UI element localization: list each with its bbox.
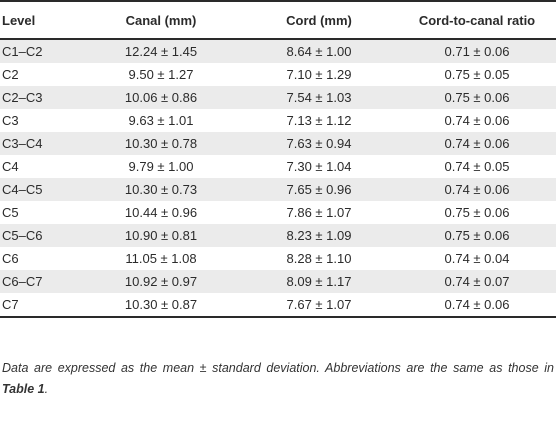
cell-canal: 9.63 ± 1.01	[128, 113, 194, 128]
table-row: C5 10.44 ± 0.96 7.86 ± 1.07 0.75 ± 0.06	[0, 201, 556, 224]
header-ratio: Cord-to-canal ratio	[398, 0, 556, 40]
cell-cord: 7.10 ± 1.29	[286, 67, 352, 82]
cell-canal: 10.92 ± 0.97	[82, 270, 240, 293]
table-row: C5–C6 10.90 ± 0.81 8.23 ± 1.09 0.75 ± 0.06	[0, 224, 556, 247]
cell-ratio: 0.74 ± 0.06	[398, 132, 556, 155]
cell-level: C6	[2, 251, 19, 266]
cell-canal: 10.06 ± 0.86	[82, 86, 240, 109]
cell-level: C3	[2, 113, 19, 128]
cell-cord: 7.54 ± 1.03	[240, 86, 398, 109]
cell-cord: 8.23 ± 1.09	[240, 224, 398, 247]
cell-level: C5	[2, 205, 19, 220]
table-row: C6 11.05 ± 1.08 8.28 ± 1.10 0.74 ± 0.04	[0, 247, 556, 270]
cell-level: C2–C3	[0, 86, 82, 109]
cell-level: C7	[0, 293, 82, 318]
cell-cord: 7.30 ± 1.04	[286, 159, 352, 174]
cell-ratio: 0.75 ± 0.06	[444, 205, 510, 220]
header-row: Level Canal (mm) Cord (mm) Cord-to-canal…	[0, 0, 556, 40]
table-row: C3–C4 10.30 ± 0.78 7.63 ± 0.94 0.74 ± 0.06	[0, 132, 556, 155]
cell-ratio: 0.74 ± 0.05	[444, 159, 510, 174]
cell-ratio: 0.74 ± 0.06	[398, 293, 556, 318]
table-row: C3 9.63 ± 1.01 7.13 ± 1.12 0.74 ± 0.06	[0, 109, 556, 132]
table-row: C2–C3 10.06 ± 0.86 7.54 ± 1.03 0.75 ± 0.06	[0, 86, 556, 109]
cell-cord: 7.13 ± 1.12	[286, 113, 352, 128]
cell-canal: 9.79 ± 1.00	[128, 159, 194, 174]
cell-ratio: 0.75 ± 0.05	[444, 67, 510, 82]
table-row: C4 9.79 ± 1.00 7.30 ± 1.04 0.74 ± 0.05	[0, 155, 556, 178]
cell-canal: 12.24 ± 1.45	[82, 39, 240, 63]
cell-canal: 10.30 ± 0.87	[82, 293, 240, 318]
cell-canal: 11.05 ± 1.08	[125, 251, 197, 266]
cell-cord: 7.67 ± 1.07	[240, 293, 398, 318]
measurements-table: Level Canal (mm) Cord (mm) Cord-to-canal…	[0, 0, 556, 318]
table-footnote: Data are expressed as the mean ± standar…	[2, 358, 554, 400]
footnote-table-ref: Table 1	[2, 382, 45, 396]
cell-level: C1–C2	[0, 39, 82, 63]
cell-ratio: 0.74 ± 0.07	[398, 270, 556, 293]
cell-ratio: 0.74 ± 0.04	[444, 251, 510, 266]
cell-canal: 9.50 ± 1.27	[128, 67, 194, 82]
table-row: C7 10.30 ± 0.87 7.67 ± 1.07 0.74 ± 0.06	[0, 293, 556, 318]
cell-ratio: 0.74 ± 0.06	[398, 178, 556, 201]
cell-canal: 10.30 ± 0.78	[82, 132, 240, 155]
cell-level: C3–C4	[0, 132, 82, 155]
cell-cord: 8.28 ± 1.10	[286, 251, 352, 266]
cell-cord: 7.63 ± 0.94	[240, 132, 398, 155]
cell-level: C6–C7	[0, 270, 82, 293]
cell-ratio: 0.75 ± 0.06	[398, 224, 556, 247]
header-cord: Cord (mm)	[240, 0, 398, 40]
cell-cord: 7.65 ± 0.96	[240, 178, 398, 201]
table-row: C6–C7 10.92 ± 0.97 8.09 ± 1.17 0.74 ± 0.07	[0, 270, 556, 293]
footnote-end: .	[44, 382, 49, 396]
footnote-text: Data are expressed as the mean ± standar…	[2, 361, 554, 375]
cell-ratio: 0.74 ± 0.06	[444, 113, 510, 128]
cell-canal: 10.30 ± 0.73	[82, 178, 240, 201]
cell-ratio: 0.75 ± 0.06	[398, 86, 556, 109]
cell-ratio: 0.71 ± 0.06	[398, 39, 556, 63]
cell-level: C4–C5	[0, 178, 82, 201]
cell-cord: 8.09 ± 1.17	[240, 270, 398, 293]
cell-canal: 10.44 ± 0.96	[124, 205, 198, 220]
cell-level: C4	[2, 159, 19, 174]
cell-canal: 10.90 ± 0.81	[82, 224, 240, 247]
table-row: C4–C5 10.30 ± 0.73 7.65 ± 0.96 0.74 ± 0.06	[0, 178, 556, 201]
cell-cord: 8.64 ± 1.00	[240, 39, 398, 63]
table-row: C2 9.50 ± 1.27 7.10 ± 1.29 0.75 ± 0.05	[0, 63, 556, 86]
cell-level: C2	[2, 67, 19, 82]
header-level: Level	[0, 0, 82, 40]
cell-level: C5–C6	[0, 224, 82, 247]
header-canal: Canal (mm)	[82, 0, 240, 40]
table-row: C1–C2 12.24 ± 1.45 8.64 ± 1.00 0.71 ± 0.06	[0, 39, 556, 63]
cell-cord: 7.86 ± 1.07	[286, 205, 352, 220]
